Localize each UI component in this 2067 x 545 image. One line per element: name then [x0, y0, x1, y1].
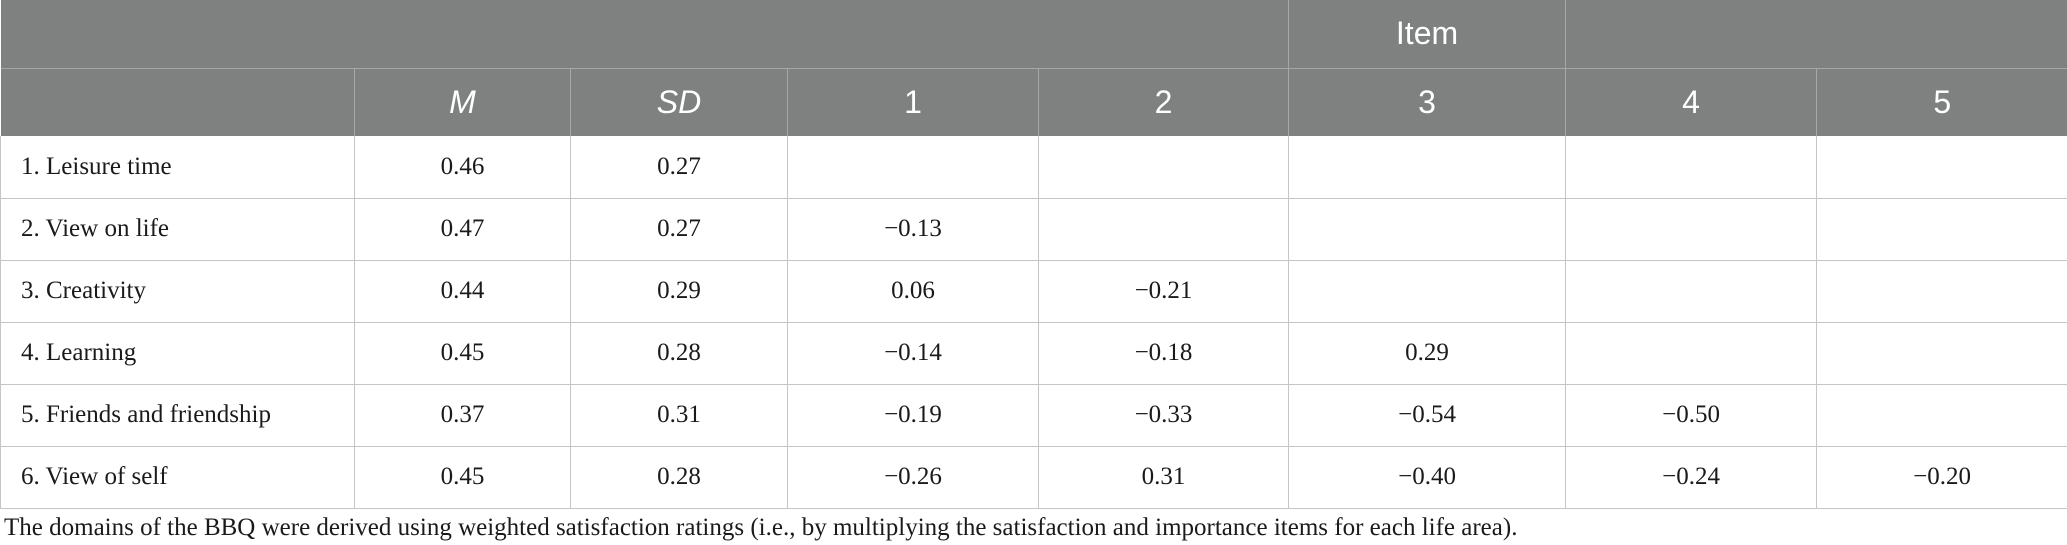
- table-body: 1. Leisure time 0.46 0.27 2. View on life 0.…: [0, 136, 2067, 509]
- row-label: 1. Leisure time: [0, 136, 355, 199]
- correlation-table: Item M SD 1 2 3 4 5 1. Leisure time 0.46 0.27 2. …: [0, 0, 2067, 509]
- table-cell: −0.14: [787, 322, 1039, 385]
- table-cell: −0.54: [1288, 384, 1567, 447]
- table-cell: 0.27: [570, 136, 788, 199]
- table-cell: [1038, 136, 1290, 199]
- table-cell: −0.40: [1288, 446, 1567, 509]
- column-header-1: 1: [787, 68, 1039, 136]
- table-cell: −0.24: [1565, 446, 1818, 509]
- table-cell: 0.31: [570, 384, 788, 447]
- table-cell: [1816, 136, 2067, 199]
- table-cell: [1565, 260, 1818, 323]
- table-cell: −0.20: [1816, 446, 2067, 509]
- table-cell: −0.26: [787, 446, 1039, 509]
- table-cell: [787, 136, 1039, 199]
- table-cell: 0.28: [570, 446, 788, 509]
- column-header-domain: [0, 68, 355, 136]
- row-label: 5. Friends and friendship: [0, 384, 355, 447]
- column-header-row: M SD 1 2 3 4 5: [0, 68, 2067, 136]
- table-cell: 0.06: [787, 260, 1039, 323]
- table-row: 6. View of self 0.45 0.28 −0.26 0.31 −0.40 −0.…: [0, 446, 2067, 509]
- table-row: 5. Friends and friendship 0.37 0.31 −0.19 −0…: [0, 384, 2067, 447]
- table-cell: [1816, 260, 2067, 323]
- table-cell: −0.21: [1038, 260, 1290, 323]
- column-header-sd: SD: [570, 68, 788, 136]
- column-header-3: 3: [1288, 68, 1567, 136]
- table-cell: 0.27: [570, 198, 788, 261]
- table-row: 2. View on life 0.47 0.27 −0.13: [0, 198, 2067, 261]
- group-header-item: Item: [1288, 0, 1567, 69]
- column-header-5: 5: [1816, 68, 2067, 136]
- table-cell: 0.31: [1038, 446, 1290, 509]
- table-cell: [1038, 198, 1290, 261]
- table-cell: [1288, 136, 1567, 199]
- row-label: 4. Learning: [0, 322, 355, 385]
- table-cell: 0.46: [354, 136, 571, 199]
- row-label: 3. Creativity: [0, 260, 355, 323]
- table-cell: [1565, 136, 1818, 199]
- table-cell: −0.18: [1038, 322, 1290, 385]
- table-cell: [1565, 198, 1818, 261]
- table-cell: 0.45: [354, 446, 571, 509]
- column-header-2: 2: [1038, 68, 1290, 136]
- table-cell: [1565, 322, 1818, 385]
- group-header-row: Item: [0, 0, 2067, 69]
- table-cell: 0.29: [1288, 322, 1567, 385]
- column-header-4: 4: [1565, 68, 1818, 136]
- column-header-m: M: [354, 68, 571, 136]
- group-header-empty: [0, 0, 1290, 69]
- table-row: 1. Leisure time 0.46 0.27: [0, 136, 2067, 199]
- table-cell: [1816, 384, 2067, 447]
- table-cell: 0.29: [570, 260, 788, 323]
- table-footnote: The domains of the BBQ were derived usin…: [4, 514, 1518, 541]
- table-cell: 0.45: [354, 322, 571, 385]
- table-cell: 0.47: [354, 198, 571, 261]
- table-cell: [1816, 198, 2067, 261]
- table-cell: 0.44: [354, 260, 571, 323]
- table-cell: −0.50: [1565, 384, 1818, 447]
- table-cell: [1288, 198, 1567, 261]
- row-label: 6. View of self: [0, 446, 355, 509]
- table-cell: −0.13: [787, 198, 1039, 261]
- table-cell: [1816, 322, 2067, 385]
- table-cell: 0.28: [570, 322, 788, 385]
- table-row: 4. Learning 0.45 0.28 −0.14 −0.18 0.29: [0, 322, 2067, 385]
- table-cell: [1288, 260, 1567, 323]
- row-label: 2. View on life: [0, 198, 355, 261]
- group-header-empty-right: [1565, 0, 2067, 69]
- table-row: 3. Creativity 0.44 0.29 0.06 −0.21: [0, 260, 2067, 323]
- table-cell: −0.33: [1038, 384, 1290, 447]
- table-cell: −0.19: [787, 384, 1039, 447]
- table-cell: 0.37: [354, 384, 571, 447]
